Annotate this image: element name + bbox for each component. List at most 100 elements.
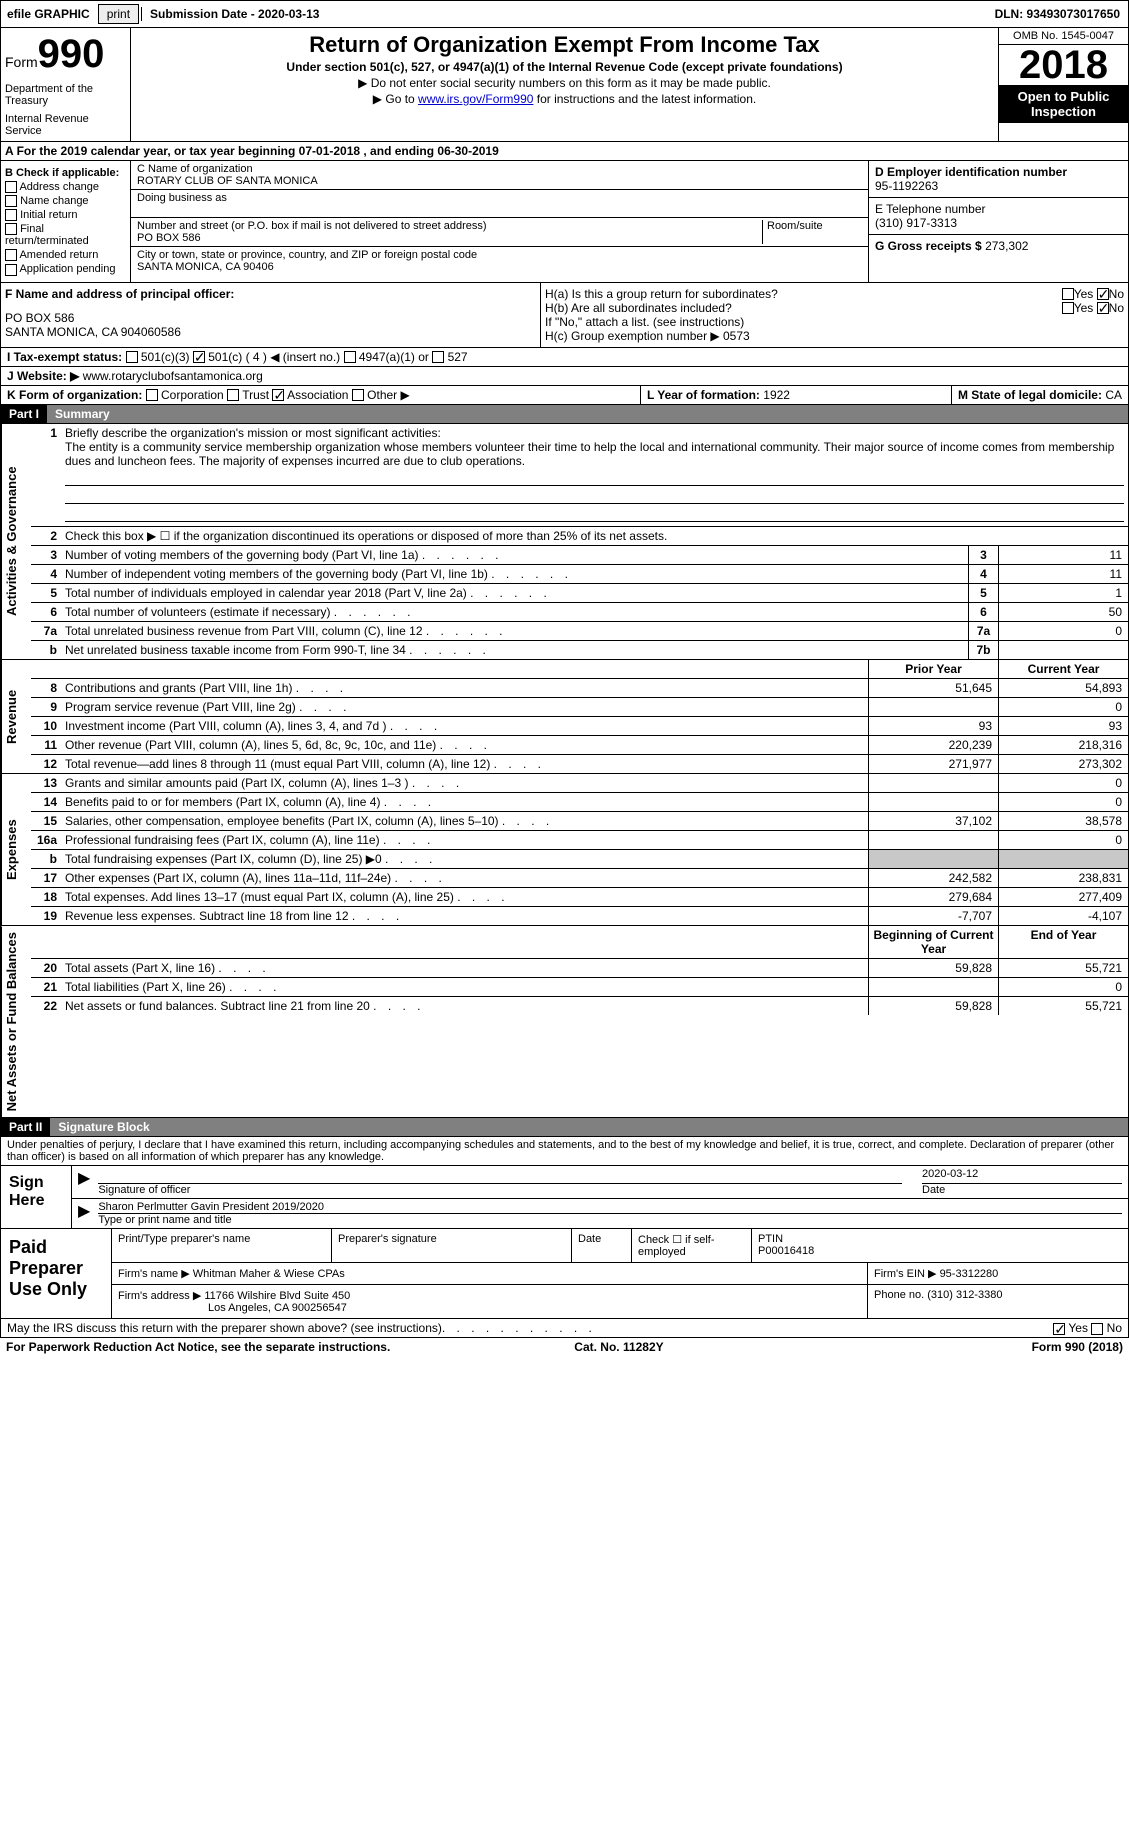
hc-label: H(c) Group exemption number ▶ [545,329,720,343]
tax-year: 2018 [999,45,1128,85]
dba-label: Doing business as [137,192,862,204]
org-name: ROTARY CLUB OF SANTA MONICA [137,175,862,187]
street-label: Number and street (or P.O. box if mail i… [137,220,762,232]
bottom-line: For Paperwork Reduction Act Notice, see … [0,1338,1129,1356]
corp-checkbox[interactable] [146,389,158,401]
other-checkbox[interactable] [352,389,364,401]
sig-date: 2020-03-12 [922,1168,1122,1184]
prior-year-head: Prior Year [868,660,998,678]
a-line: A For the 2019 calendar year, or tax yea… [0,142,1129,161]
initial-return-checkbox[interactable] [5,209,17,221]
ag-section: Activities & Governance 1Briefly describ… [0,424,1129,660]
firm-phone: (310) 312-3380 [927,1289,1002,1301]
ein: 95-1192263 [875,179,1122,193]
j-line: J Website: ▶ www.rotaryclubofsantamonica… [0,367,1129,386]
hc-val: 0573 [723,329,750,343]
current-year-head: Current Year [998,660,1128,678]
part2-title: Signature Block [50,1118,1128,1136]
l-label: L Year of formation: [647,388,760,402]
b-label: B Check if applicable: [5,167,126,179]
trust-checkbox[interactable] [227,389,239,401]
501c3-checkbox[interactable] [126,351,138,363]
na-section: Net Assets or Fund Balances Beginning of… [0,926,1129,1118]
top-bar: efile GRAPHIC print Submission Date - 20… [0,0,1129,28]
501c-checkbox[interactable] [193,351,205,363]
discuss-yes-checkbox[interactable] [1053,1323,1065,1335]
addr-change-checkbox[interactable] [5,181,17,193]
website: www.rotaryclubofsantamonica.org [83,369,263,383]
part2-header: Part II Signature Block [0,1118,1129,1137]
part1-header: Part I Summary [0,405,1129,424]
dept-treasury: Department of the Treasury [5,83,126,107]
section-f: F Name and address of principal officer:… [1,283,541,347]
firm-addr2: Los Angeles, CA 900256547 [208,1302,347,1314]
header-left: Form990 Department of the Treasury Inter… [1,28,131,141]
form-footer: Form 990 (2018) [1032,1340,1123,1354]
phone: (310) 917-3313 [875,216,1122,230]
prep-h1: Print/Type preparer's name [112,1229,332,1262]
irs-link[interactable]: www.irs.gov/Form990 [418,92,533,106]
form-header: Form990 Department of the Treasury Inter… [0,28,1129,142]
hb-yes-checkbox[interactable] [1062,302,1074,314]
name-change-checkbox[interactable] [5,195,17,207]
firm-ein: 95-3312280 [940,1268,999,1280]
info-grid: B Check if applicable: Address change Na… [0,161,1129,283]
4947-checkbox[interactable] [344,351,356,363]
i-label: I Tax-exempt status: [7,350,122,364]
exp-side-label: Expenses [1,774,31,925]
officer-name-label: Type or print name and title [98,1214,231,1226]
efile-label: efile GRAPHIC [1,7,96,21]
mission-text: The entity is a community service member… [65,440,1124,468]
section-c: C Name of organizationROTARY CLUB OF SAN… [131,161,868,282]
dln: DLN: 93493073017650 [987,7,1128,21]
form-number: 990 [38,32,105,76]
prep-h4: Check ☐ if self-employed [632,1229,752,1262]
goto-post: for instructions and the latest informat… [533,92,756,106]
prep-h2: Preparer's signature [332,1229,572,1262]
q1: Briefly describe the organization's miss… [65,426,1124,440]
sign-here-label: Sign Here [1,1166,71,1228]
d-label: D Employer identification number [875,165,1122,179]
ha-yes-checkbox[interactable] [1062,288,1074,300]
room-label: Room/suite [762,220,862,244]
final-return-checkbox[interactable] [5,223,17,235]
city: SANTA MONICA, CA 90406 [137,261,862,273]
assoc-checkbox[interactable] [272,389,284,401]
hb2-label: If "No," attach a list. (see instruction… [545,315,1124,329]
arrow-icon: ▶ [78,1168,90,1196]
preparer-block: Paid Preparer Use Only Print/Type prepar… [0,1229,1129,1319]
m-label: M State of legal domicile: [958,388,1102,402]
i-line: I Tax-exempt status: 501(c)(3) 501(c) ( … [0,348,1129,367]
app-pending-checkbox[interactable] [5,264,17,276]
section-h: H(a) Is this a group return for subordin… [541,283,1128,347]
rev-side-label: Revenue [1,660,31,773]
part1-title: Summary [47,405,1128,423]
ha-no-checkbox[interactable] [1097,288,1109,300]
ptin: P00016418 [758,1245,1122,1257]
section-b: B Check if applicable: Address change Na… [1,161,131,282]
header-center: Return of Organization Exempt From Incom… [131,28,998,141]
print-button[interactable]: print [98,4,139,24]
arrow-icon: ▶ [78,1201,90,1226]
j-label: J Website: ▶ [7,369,79,383]
527-checkbox[interactable] [432,351,444,363]
boy-head: Beginning of Current Year [868,926,998,958]
gross-receipts: 273,302 [985,239,1028,253]
officer-name: Sharon Perlmutter Gavin President 2019/2… [98,1201,1122,1214]
firm-label: Firm's name ▶ [118,1268,190,1280]
prep-h3: Date [572,1229,632,1262]
ssn-note: ▶ Do not enter social security numbers o… [135,76,994,90]
amended-checkbox[interactable] [5,249,17,261]
street: PO BOX 586 [137,232,762,244]
na-side-label: Net Assets or Fund Balances [1,926,31,1117]
form-title: Return of Organization Exempt From Incom… [135,32,994,58]
rev-section: Revenue Prior YearCurrent Year 8Contribu… [0,660,1129,774]
hb-no-checkbox[interactable] [1097,302,1109,314]
firm-name: Whitman Maher & Wiese CPAs [193,1268,345,1280]
f-line1: PO BOX 586 [5,311,536,325]
sign-block: Sign Here ▶Signature of officer2020-03-1… [0,1166,1129,1229]
phone-label: Phone no. [874,1289,924,1301]
c-name-label: C Name of organization [137,163,862,175]
cat-no: Cat. No. 11282Y [574,1340,663,1354]
discuss-no-checkbox[interactable] [1091,1323,1103,1335]
